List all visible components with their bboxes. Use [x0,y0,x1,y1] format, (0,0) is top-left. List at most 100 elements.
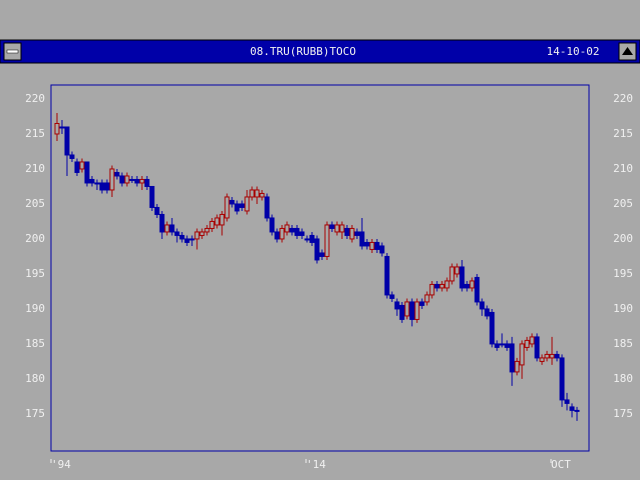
candle-body [299,231,305,236]
candle-body [539,357,545,362]
candle-body [259,192,265,198]
candle-body [239,203,245,208]
y-tick-label-right: 175 [613,407,633,420]
candle-body [454,266,460,275]
candle-body [249,189,255,198]
y-tick-label-right: 205 [613,197,633,210]
candle-body [569,406,575,411]
candle-body [469,280,475,289]
candle-body [104,182,110,191]
candle-body [279,227,285,240]
plot-frame [50,84,590,452]
candle-body [134,178,140,184]
candle-body [54,122,60,135]
candle-body [534,336,540,359]
candle-body [184,238,190,243]
y-tick-label-right: 210 [613,162,633,175]
candle-body [304,238,310,241]
candle-body [424,294,430,303]
candle-body [339,224,345,233]
candle-body [284,224,290,233]
candle-body [319,252,325,257]
y-tick-label: 205 [25,197,45,210]
candle-body [204,227,210,233]
menu-icon [6,49,19,54]
candle-body [379,245,385,254]
y-tick-label-right: 190 [613,302,633,315]
y-tick-label-right: 215 [613,127,633,140]
candle-body [519,343,525,366]
y-tick-label: 190 [25,302,45,315]
candle-body [414,301,420,320]
candle-body [514,360,520,373]
candle-body [509,343,515,373]
y-tick-label-right: 195 [613,267,633,280]
candle-body [404,301,410,317]
candle-body [209,220,215,229]
candle-body [549,353,555,359]
candle-body [139,178,145,184]
candle-body [254,189,260,198]
candle-body [449,266,455,282]
candle-body [564,399,570,404]
candle-body [69,154,75,159]
y-tick-label: 185 [25,337,45,350]
candle-body [344,227,350,236]
candle-body [224,196,230,219]
candle-body [409,301,415,320]
candle-body [529,336,535,345]
candle-body [99,182,105,191]
candle-body [234,203,240,212]
candle-body [114,171,120,177]
candle-body [214,217,220,226]
candle-body [459,266,465,289]
candle-body [399,304,405,320]
candle-body [474,276,480,303]
candle-body [574,409,580,412]
candle-body [499,343,505,346]
candle-body [429,283,435,296]
candle-body [329,224,335,229]
y-tick-label: 220 [25,92,45,105]
candle-body [59,126,65,129]
candle-body [354,231,360,236]
candle-body [124,175,130,184]
candle-body [544,353,550,359]
candle-body [89,178,95,184]
candle-body [364,241,370,247]
candle-body [559,357,565,401]
candle-body [79,161,85,170]
candle-body [294,227,300,236]
maximize-icon [622,47,633,55]
candle-body [374,241,380,250]
candle-body [129,178,135,181]
y-tick-label: 210 [25,162,45,175]
candle-body [149,185,155,208]
y-tick-label-right: 185 [613,337,633,350]
candle-body [189,238,195,241]
window-date: 14-10-02 [547,45,600,58]
candle-body [289,227,295,233]
y-tick-label-right: 180 [613,372,633,385]
x-tick-label: '94 [51,458,71,471]
candle-body [74,161,80,173]
candle-body [504,343,510,348]
x-tick-label: OCT [551,458,571,471]
candle-body [174,231,180,236]
candle-body [179,234,185,240]
candle-body [494,343,500,348]
candle-body [479,301,485,310]
candle-body [359,231,365,247]
candle-body [164,224,170,233]
candle-body [219,213,225,226]
candle-body [524,339,530,348]
candle-body [244,196,250,212]
candle-body [419,301,425,306]
candle-body [349,227,355,240]
candle-body [324,224,330,257]
candle-body [169,224,175,233]
x-tick-label: '14 [306,458,326,471]
candle-body [109,168,115,191]
